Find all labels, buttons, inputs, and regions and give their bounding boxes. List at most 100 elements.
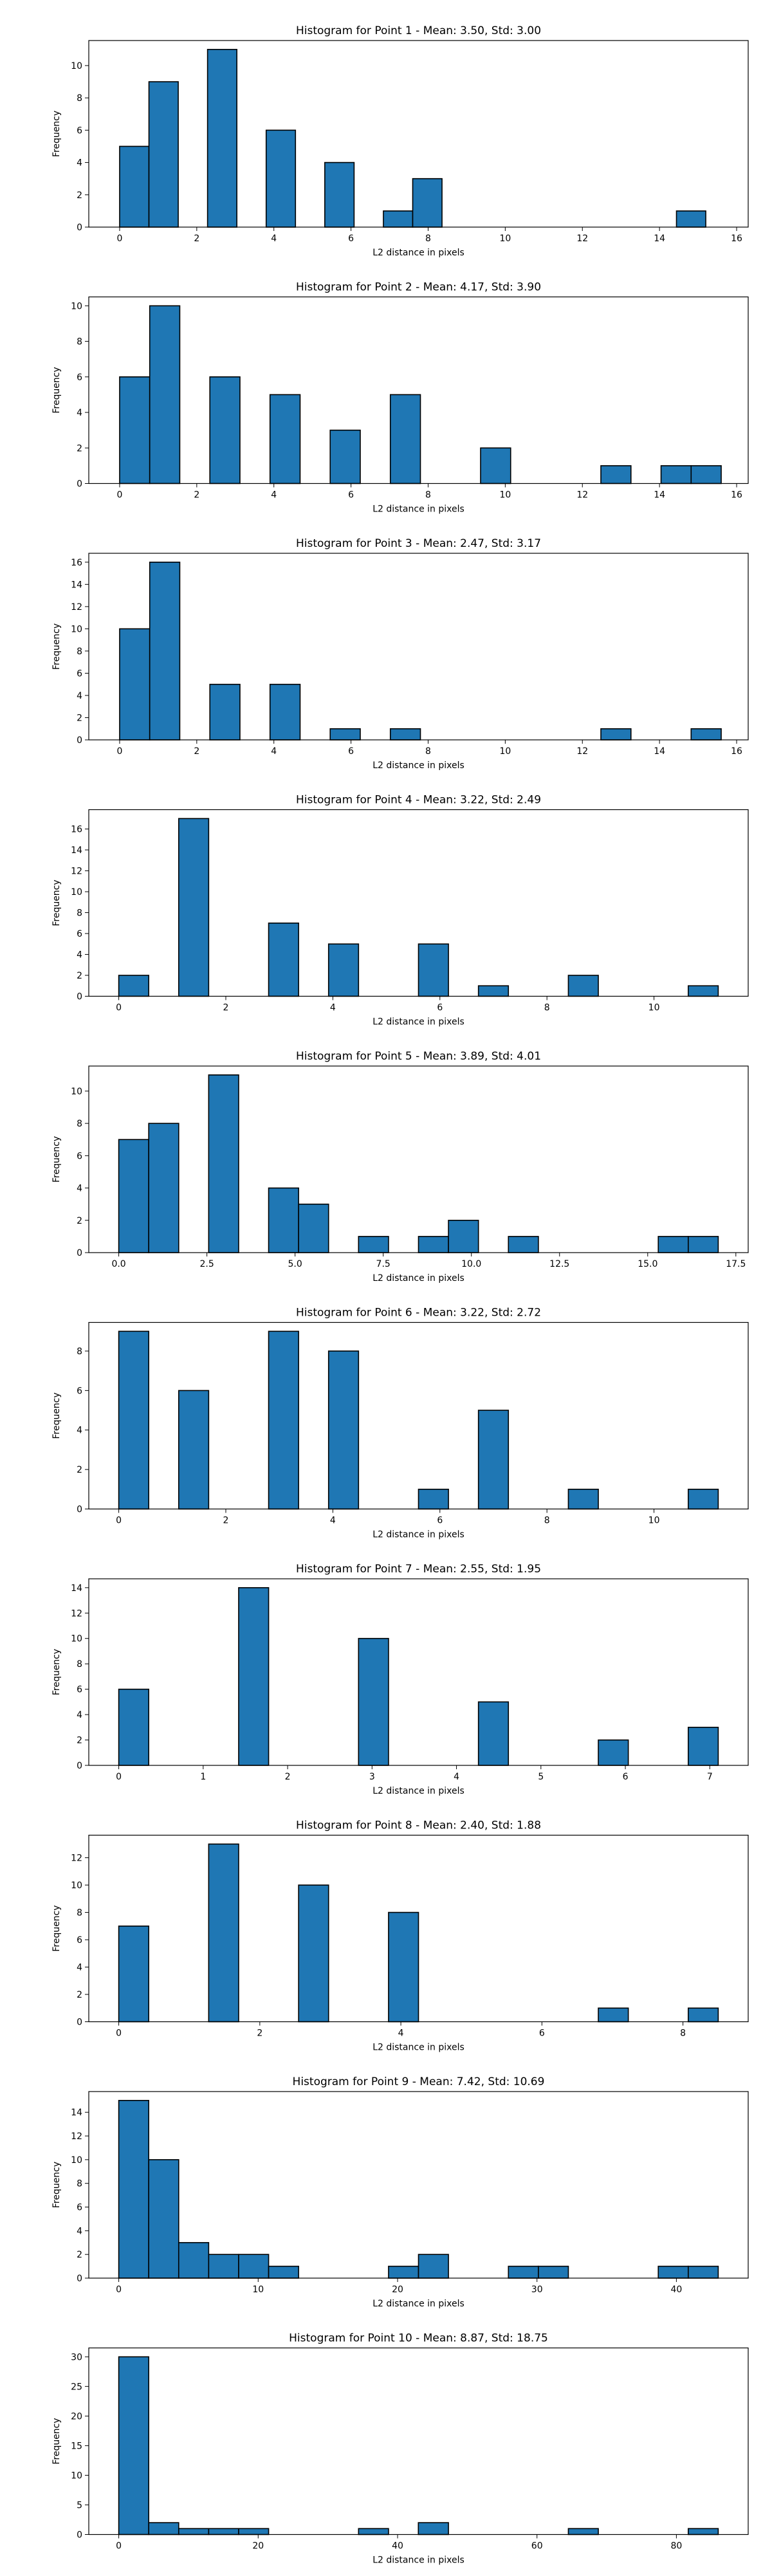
x-tick-label: 6 [437, 1003, 443, 1013]
y-tick-label: 2 [77, 443, 82, 454]
x-tick-label: 16 [731, 234, 742, 244]
histogram-bar [268, 2265, 299, 2279]
histogram-bar [178, 2241, 210, 2279]
histogram-bar [600, 465, 632, 484]
histogram-bar [148, 2159, 179, 2279]
histogram-bar [118, 2100, 149, 2279]
histogram-bar [298, 1203, 329, 1253]
chart-title: Histogram for Point 4 - Mean: 3.22, Std:… [296, 794, 541, 807]
x-tick-label: 6 [348, 490, 354, 501]
y-tick-label: 6 [77, 1935, 82, 1946]
histogram-bar [208, 2254, 239, 2279]
histogram-panel-6: Histogram for Point 6 - Mean: 3.22, Std:… [51, 1307, 749, 1540]
plot-frame [88, 809, 749, 997]
x-tick-label: 14 [654, 746, 665, 757]
x-tick-label: 6 [623, 1772, 629, 1782]
x-tick-label: 2.5 [199, 1259, 214, 1269]
histogram-bar [690, 465, 722, 484]
histogram-bar [388, 2265, 419, 2279]
histogram-bar [389, 728, 421, 741]
y-tick-label: 0 [77, 735, 82, 746]
y-tick-label: 14 [71, 1583, 82, 1594]
histogram-panel-9: Histogram for Point 9 - Mean: 7.42, Std:… [51, 2075, 749, 2309]
y-axis-label: Frequency [51, 623, 62, 670]
y-tick-label: 10 [71, 301, 82, 311]
histogram-bar [238, 1587, 270, 1766]
histogram-bar [358, 1236, 389, 1253]
histogram-bar [418, 1489, 449, 1510]
x-tick-label: 12.5 [549, 1259, 569, 1269]
histogram-bar [477, 985, 510, 997]
x-tick-label: 40 [392, 2541, 403, 2552]
y-tick-label: 4 [77, 1710, 82, 1720]
y-tick-label: 6 [77, 668, 82, 679]
histogram-bar [688, 2007, 719, 2023]
x-tick-label: 14 [654, 234, 665, 244]
x-tick-label: 8 [425, 746, 431, 757]
histogram-bar [418, 1236, 449, 1253]
x-tick-label: 7.5 [376, 1259, 391, 1269]
y-tick-label: 14 [71, 2108, 82, 2118]
y-tick-label: 0 [77, 1761, 82, 1771]
histogram-bar [600, 728, 632, 741]
histogram-bar [209, 376, 241, 484]
histogram-bar [688, 1489, 719, 1510]
x-tick-label: 8 [544, 1003, 550, 1013]
x-tick-label: 2 [223, 1516, 229, 1526]
y-tick-label: 8 [77, 2179, 82, 2189]
histogram-panel-1: Histogram for Point 1 - Mean: 3.50, Std:… [51, 24, 749, 258]
histogram-bar [657, 2265, 689, 2279]
y-tick-label: 4 [77, 1184, 82, 1194]
y-tick-label: 4 [77, 1426, 82, 1436]
x-tick-label: 4 [398, 2029, 404, 2039]
histogram-bar [508, 1236, 539, 1253]
histogram-bar [389, 394, 421, 484]
histogram-bar [269, 683, 301, 741]
histogram-bar [688, 1727, 719, 1766]
histogram-bar [418, 943, 449, 997]
histogram-panel-2: Histogram for Point 2 - Mean: 4.17, Std:… [51, 281, 749, 515]
y-tick-label: 14 [71, 580, 82, 590]
histogram-bar [149, 562, 181, 741]
histogram-bar [418, 2254, 449, 2279]
histogram-bar [265, 129, 297, 228]
x-tick-label: 6 [539, 2029, 545, 2039]
y-tick-label: 6 [77, 373, 82, 383]
plot-frame [88, 1065, 749, 1253]
histogram-bar [598, 1739, 629, 1766]
x-tick-label: 6 [348, 234, 354, 244]
x-tick-label: 12 [576, 746, 588, 757]
x-axis-label: L2 distance in pixels [372, 2043, 464, 2053]
x-axis-label: L2 distance in pixels [372, 760, 464, 771]
histogram-bar [118, 2356, 149, 2535]
x-tick-label: 20 [392, 2285, 403, 2295]
plot-frame [88, 40, 749, 228]
plot-frame [88, 296, 749, 484]
x-tick-label: 10 [499, 746, 511, 757]
x-tick-label: 1 [200, 1772, 206, 1782]
chart-title: Histogram for Point 5 - Mean: 3.89, Std:… [296, 1050, 541, 1063]
y-tick-label: 10 [71, 887, 82, 897]
histogram-bar [178, 818, 210, 997]
y-tick-label: 0 [77, 2530, 82, 2541]
x-tick-label: 6 [348, 746, 354, 757]
histogram-bar [412, 178, 443, 228]
y-axis-label: Frequency [51, 2162, 62, 2208]
histogram-bar [178, 2528, 210, 2535]
histogram-bar [567, 975, 599, 997]
x-tick-label: 2 [223, 1003, 229, 1013]
y-tick-label: 5 [77, 2500, 82, 2510]
histogram-bar [268, 1187, 299, 1253]
histogram-bar [118, 1330, 149, 1510]
x-tick-label: 12 [576, 490, 588, 501]
y-tick-label: 0 [77, 2018, 82, 2028]
chart-title: Histogram for Point 10 - Mean: 8.87, Std… [289, 2332, 548, 2345]
histogram-bar [209, 683, 241, 741]
y-axis-label: Frequency [51, 1136, 62, 1182]
y-tick-label: 8 [77, 647, 82, 657]
histogram-bar [178, 1390, 210, 1510]
x-tick-label: 10 [252, 2285, 264, 2295]
x-tick-label: 0.0 [111, 1259, 125, 1269]
chart-title: Histogram for Point 7 - Mean: 2.55, Std:… [296, 1563, 541, 1576]
